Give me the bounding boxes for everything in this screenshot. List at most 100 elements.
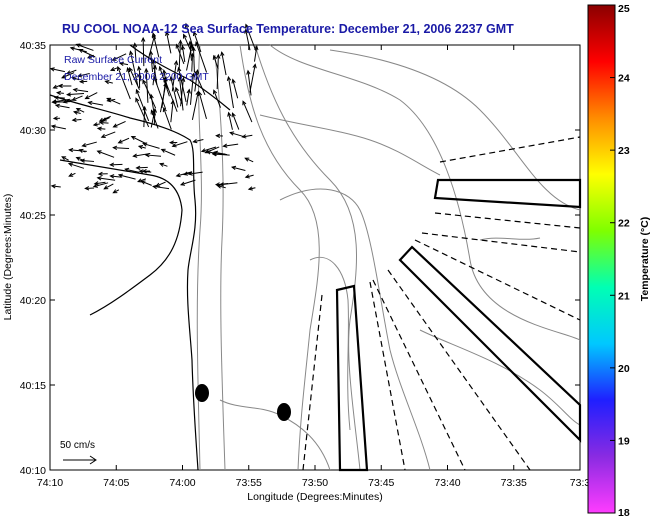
current-vector xyxy=(195,42,208,73)
current-vector xyxy=(106,97,121,105)
current-vector xyxy=(242,134,253,138)
current-vector xyxy=(223,143,239,147)
current-vector-head xyxy=(71,96,77,101)
current-vector-head xyxy=(184,22,190,28)
current-vector-head xyxy=(231,112,236,118)
current-vector xyxy=(66,69,77,75)
current-vector-head xyxy=(177,76,183,82)
current-vector-head xyxy=(188,44,194,50)
current-vector-head xyxy=(111,56,117,61)
buoy-marker xyxy=(277,403,291,421)
current-vector-head xyxy=(50,124,56,129)
current-vector-head xyxy=(92,183,98,188)
current-vector-head xyxy=(220,51,225,57)
current-vector xyxy=(242,101,253,123)
current-vector xyxy=(172,141,188,147)
current-vector-head xyxy=(72,110,79,115)
current-vector-head xyxy=(140,180,146,185)
current-vector-head xyxy=(50,184,56,189)
current-vector-head xyxy=(142,79,147,85)
current-vector-head xyxy=(93,181,99,186)
current-vector xyxy=(185,23,195,51)
current-vector-head xyxy=(96,176,102,181)
current-vector xyxy=(110,175,122,178)
current-vector-head xyxy=(242,100,247,106)
current-vector-head xyxy=(241,134,247,139)
current-vector xyxy=(214,151,228,156)
current-vector-head xyxy=(169,140,175,145)
current-vector-head xyxy=(171,143,177,148)
current-vector xyxy=(76,108,85,113)
current-vector-head xyxy=(148,50,154,56)
current-vector-head xyxy=(61,74,67,79)
current-vector xyxy=(191,91,199,120)
current-vector-head xyxy=(247,186,253,191)
x-tick-label: 74:10 xyxy=(37,477,63,489)
current-vector xyxy=(153,185,170,190)
current-vector xyxy=(153,108,156,126)
current-vector xyxy=(117,66,131,100)
x-tick-label: 74:00 xyxy=(169,477,195,489)
current-vector xyxy=(129,51,139,86)
current-vector xyxy=(142,37,145,67)
current-vector xyxy=(161,149,176,156)
current-vector-head xyxy=(158,65,163,71)
current-vector-head xyxy=(182,33,187,39)
current-vector-head xyxy=(245,23,250,29)
current-vector-head xyxy=(52,116,58,121)
current-vector-head xyxy=(129,50,134,56)
current-vector xyxy=(163,107,172,130)
current-vector xyxy=(231,166,246,171)
current-vector-head xyxy=(132,153,138,158)
current-vector-head xyxy=(106,97,112,102)
current-vector-head xyxy=(87,100,93,106)
current-vector-head xyxy=(175,86,180,92)
current-vector xyxy=(55,104,70,109)
current-vector-head xyxy=(188,40,193,46)
current-vector-head xyxy=(194,68,200,75)
current-vector xyxy=(245,174,254,178)
current-vector xyxy=(93,182,109,188)
current-vector xyxy=(166,31,172,54)
current-vector-head xyxy=(214,182,221,187)
current-vector-head xyxy=(79,158,85,163)
current-vector xyxy=(156,181,166,187)
current-vector xyxy=(52,98,71,103)
current-vector xyxy=(206,151,215,154)
scale-label: 50 cm/s xyxy=(60,440,95,451)
current-vector xyxy=(171,61,177,92)
sector-outline-north xyxy=(433,178,582,209)
current-vector-head xyxy=(77,73,83,78)
current-vector xyxy=(118,174,136,180)
current-vector-head xyxy=(84,95,90,100)
current-vector-head xyxy=(96,126,102,131)
current-vector-head xyxy=(65,70,72,75)
x-tick-label: 73:55 xyxy=(236,477,262,489)
current-vector-head xyxy=(126,66,131,73)
current-vector-head xyxy=(68,147,74,153)
current-vector xyxy=(51,125,66,130)
current-vector-head xyxy=(137,65,142,71)
current-vector xyxy=(76,43,94,51)
current-vector-head xyxy=(191,46,196,52)
current-vector-head xyxy=(137,145,144,150)
current-vector xyxy=(51,185,61,188)
current-vector-head xyxy=(215,133,221,139)
current-vector xyxy=(125,168,140,173)
current-vector xyxy=(137,178,147,183)
current-vector-head xyxy=(103,185,109,190)
colorbar-tick-label: 18 xyxy=(618,507,630,518)
current-vector-head xyxy=(92,122,98,127)
current-vector xyxy=(54,96,65,99)
current-vector-head xyxy=(226,75,232,81)
bathymetry-contours xyxy=(196,44,581,471)
current-vector-head xyxy=(229,131,235,136)
current-vector xyxy=(131,136,147,145)
current-vector-head xyxy=(109,174,115,179)
current-vector xyxy=(216,54,219,90)
current-vector-head xyxy=(190,72,196,78)
current-vector-head xyxy=(151,59,156,65)
current-vector xyxy=(179,77,184,111)
current-vector-head xyxy=(216,53,221,59)
colorbar-label: Temperature (°C) xyxy=(639,217,651,302)
